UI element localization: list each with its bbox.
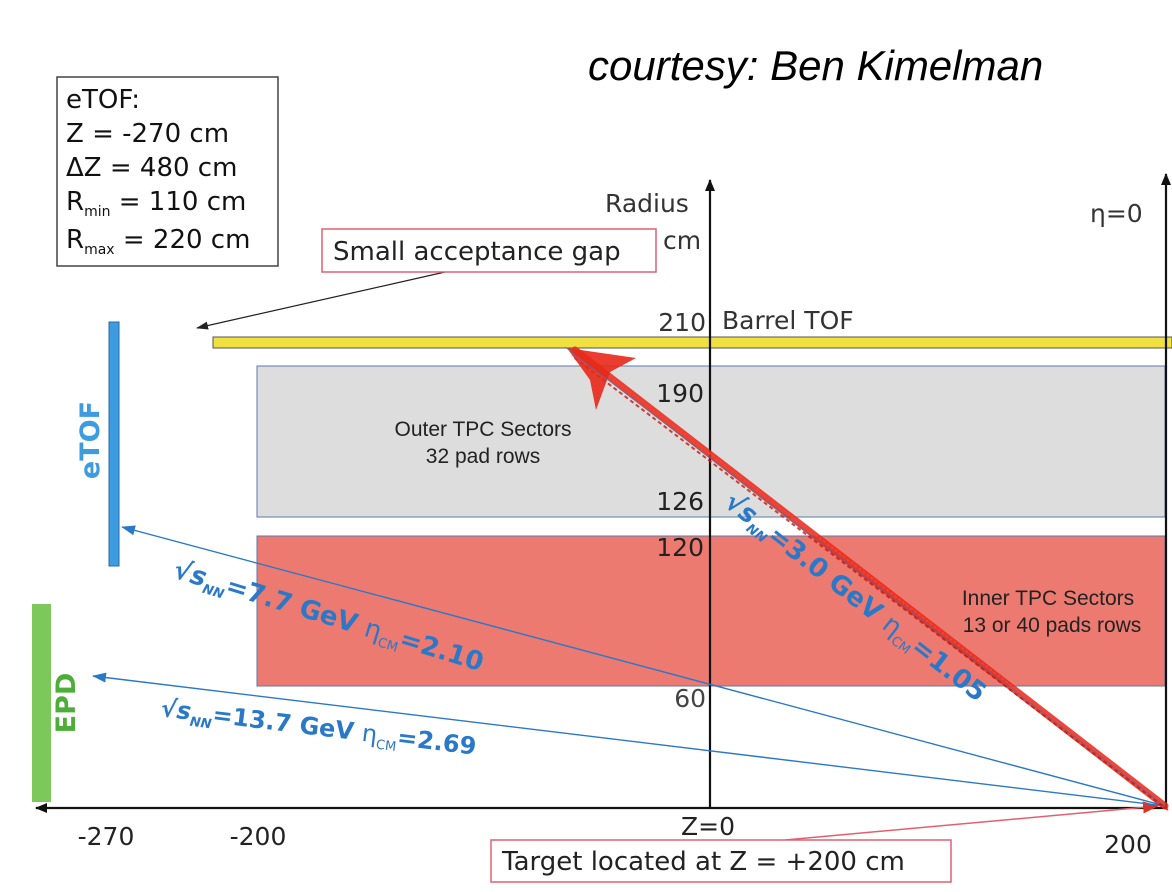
barrel-tof-label: Barrel TOF [722,306,854,335]
info-z: Z = -270 cm [66,119,229,149]
eta-zero-label: η=0 [1090,199,1143,228]
epd-bar [32,604,51,802]
outer-tpc-label-2: 32 pad rows [426,445,540,468]
r-tick-60: 60 [674,684,706,713]
etof-info-box: eTOF: Z = -270 cm ΔZ = 480 cm Rmin = 110… [56,76,279,267]
gap-callout: Small acceptance gap [196,228,657,330]
epd-label: EPD [51,673,82,734]
r-tick-210: 210 [658,308,706,337]
target-callout-text: Target located at Z = +200 cm [501,847,905,877]
inner-tpc-label-2: 13 or 40 pads rows [963,614,1142,637]
z-tick-200: 200 [1104,830,1152,859]
track-7p7-line [121,525,1166,807]
r-tick-190: 190 [656,379,704,408]
etof-bar [108,321,120,567]
info-title: eTOF: [66,85,140,115]
radius-label: Radius [605,189,689,218]
track-13p7-line [92,672,1166,807]
outer-tpc-label-1: Outer TPC Sectors [394,418,571,441]
info-rmax: Rmax = 220 cm [66,225,250,258]
z-tick-minus270: -270 [78,822,135,851]
track-13p7-label: √sNN=13.7 GeV ηCM=2.69 [159,694,478,764]
r-tick-126: 126 [656,487,704,516]
info-rmin: Rmin = 110 cm [66,187,246,220]
inner-tpc-label-1: Inner TPC Sectors [962,587,1134,610]
barrel-tof-bar [212,336,1172,349]
z-tick-minus200: -200 [230,822,287,851]
gap-callout-text: Small acceptance gap [333,237,621,267]
z-zero-label: Z=0 [681,812,735,841]
etof-label: eTOF [75,401,106,479]
courtesy-label: courtesy: Ben Kimelman [588,42,1043,89]
radius-unit-label: cm [663,226,701,255]
info-dz: ΔZ = 480 cm [66,153,237,183]
r-tick-120: 120 [656,533,704,562]
track-3p0-line [564,346,1169,811]
target-callout: Target located at Z = +200 cm [490,801,1159,883]
